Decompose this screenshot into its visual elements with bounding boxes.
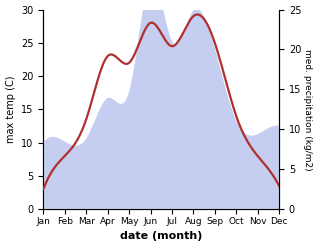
Y-axis label: max temp (C): max temp (C) xyxy=(5,76,16,143)
X-axis label: date (month): date (month) xyxy=(120,231,203,242)
Y-axis label: med. precipitation (kg/m2): med. precipitation (kg/m2) xyxy=(303,49,313,170)
